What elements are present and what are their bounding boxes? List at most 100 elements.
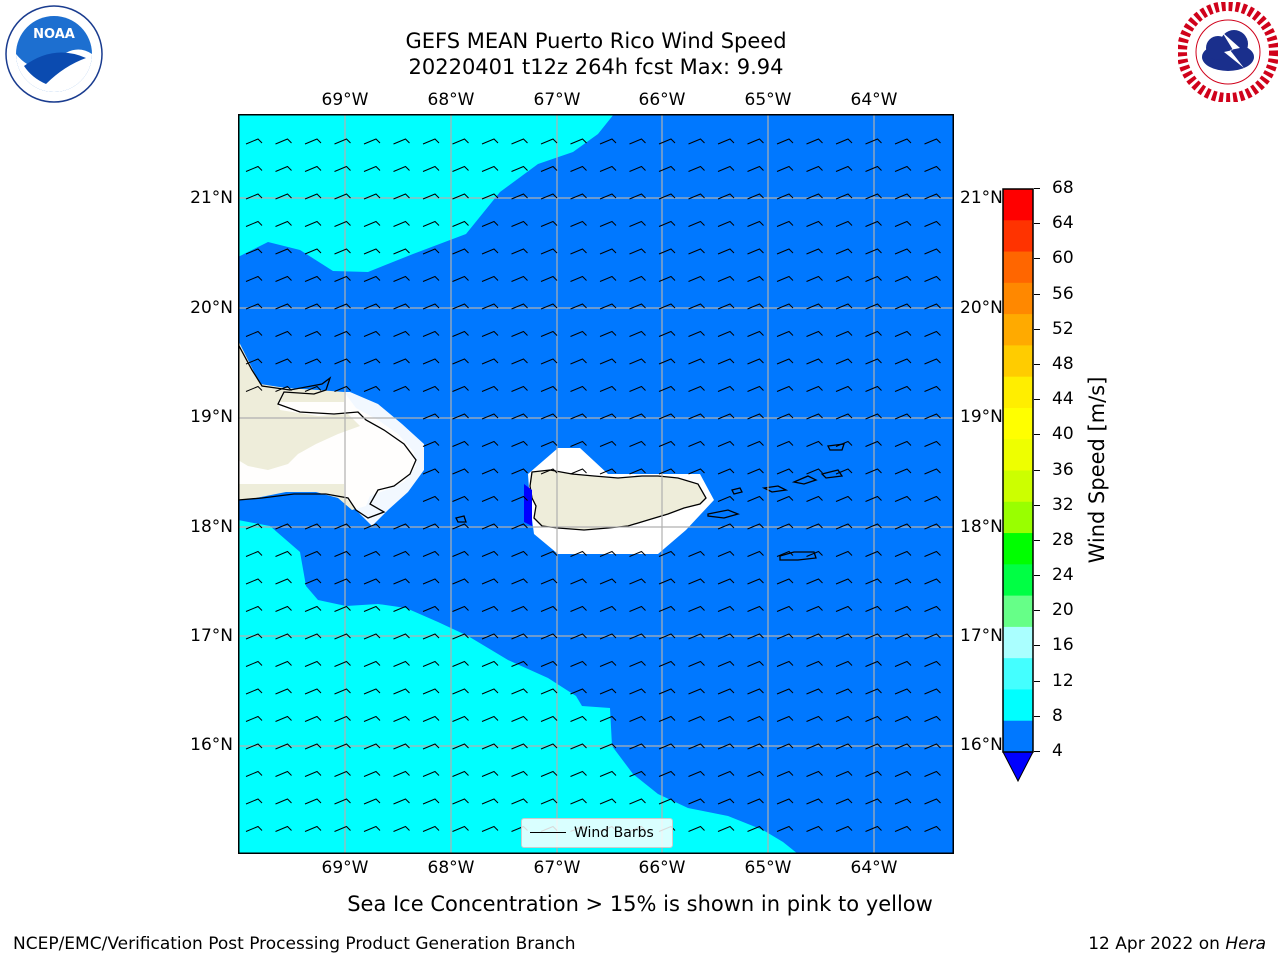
wind-barb — [570, 413, 587, 420]
colorbar-extend-triangle — [1002, 751, 1034, 783]
wind-barb — [717, 440, 735, 447]
wind-barb — [924, 193, 941, 200]
wind-barb — [363, 523, 381, 530]
wind-barb — [245, 385, 263, 392]
wind-barb — [924, 385, 941, 392]
wind-barb — [717, 193, 735, 200]
wind-barb — [481, 303, 499, 310]
wind-barb — [334, 303, 351, 310]
lat-label-right-21n: 21°N — [960, 188, 1003, 208]
wind-barb — [452, 550, 469, 557]
wind-barb — [894, 660, 912, 667]
colorbar-tick-label: 56 — [1052, 283, 1074, 304]
wind-barb — [894, 578, 912, 585]
wind-barb — [481, 193, 499, 200]
wind-barb — [599, 770, 617, 777]
wind-barb — [304, 550, 322, 557]
wind-barb — [806, 330, 823, 337]
wind-barb — [452, 523, 469, 530]
wind-barb — [422, 358, 440, 365]
wind-barb — [245, 275, 263, 282]
wind-barb — [747, 660, 764, 667]
wind-barb — [245, 688, 263, 695]
wind-barb — [540, 660, 558, 667]
wind-barb — [894, 550, 912, 557]
lon-label-top-67w: 67°W — [533, 90, 581, 110]
wind-barb — [776, 798, 794, 805]
wind-barb — [452, 825, 469, 832]
wind-barb — [481, 138, 499, 145]
wind-barb — [393, 605, 410, 612]
wind-barb — [481, 825, 499, 832]
wind-barb — [717, 495, 735, 502]
wind-barb — [658, 303, 676, 310]
wind-barb — [747, 468, 764, 475]
wind-barb — [658, 385, 676, 392]
wind-barb — [275, 138, 292, 145]
wind-barb — [452, 385, 469, 392]
wind-barb — [747, 303, 764, 310]
wind-barb — [835, 165, 853, 172]
wind-barb — [894, 798, 912, 805]
wind-barb — [806, 550, 823, 557]
wind-barb — [570, 468, 587, 475]
lat-label-left-16n: 16°N — [190, 735, 233, 755]
wind-barb — [717, 413, 735, 420]
wind-barb — [894, 413, 912, 420]
wind-barb — [511, 468, 528, 475]
wind-barb — [658, 688, 676, 695]
wind-barb — [894, 248, 912, 255]
wind-barb — [835, 468, 853, 475]
wind-barb — [304, 303, 322, 310]
wind-barb — [481, 248, 499, 255]
wind-speed-colorbar — [1002, 188, 1034, 783]
wind-barb — [245, 605, 263, 612]
wind-barb — [245, 825, 263, 832]
south-light-region — [238, 520, 798, 854]
wind-barb — [304, 220, 322, 227]
wind-barb — [924, 688, 941, 695]
wind-barb — [304, 193, 322, 200]
wind-barb — [481, 660, 499, 667]
wind-barb — [629, 138, 646, 145]
wind-barb — [599, 578, 617, 585]
wind-barb — [393, 660, 410, 667]
wind-barb — [570, 330, 587, 337]
wind-barb — [658, 743, 676, 750]
wind-barb — [511, 605, 528, 612]
wind-barb — [688, 578, 705, 585]
colorbar-tick-mark — [1034, 680, 1040, 682]
wind-barb — [629, 413, 646, 420]
wind-barb — [806, 605, 823, 612]
colorbar-ticks: 68 64 60 56 52 48 44 40 36 32 28 24 20 16 12 8 4 — [1034, 178, 1094, 780]
wind-barb — [599, 358, 617, 365]
wind-barb — [245, 248, 263, 255]
wind-barb — [422, 303, 440, 310]
wind-barb — [540, 385, 558, 392]
footer-machine: Hera — [1225, 934, 1266, 954]
wind-barb — [452, 743, 469, 750]
wind-barb — [776, 165, 794, 172]
colorbar-tick-mark — [1034, 715, 1040, 717]
wind-barb — [334, 605, 351, 612]
wind-barb — [363, 138, 381, 145]
wind-barb — [304, 138, 322, 145]
wind-barb — [304, 770, 322, 777]
wind-barb — [806, 413, 823, 420]
wind-barb — [806, 385, 823, 392]
wind-barb — [393, 798, 410, 805]
hispaniola-white — [238, 392, 424, 526]
wind-barb — [835, 798, 853, 805]
wind-barb — [599, 220, 617, 227]
wind-barb — [599, 193, 617, 200]
wind-barb — [688, 440, 705, 447]
sea-ice-note: Sea Ice Concentration > 15% is shown in … — [347, 892, 933, 916]
wind-barb — [924, 743, 941, 750]
wind-barb — [629, 578, 646, 585]
colorbar-tick-label: 68 — [1052, 178, 1074, 198]
wind-barb — [747, 413, 764, 420]
wind-barb — [747, 330, 764, 337]
wind-barb — [511, 523, 528, 530]
wind-barb — [717, 550, 735, 557]
wind-barb — [599, 303, 617, 310]
